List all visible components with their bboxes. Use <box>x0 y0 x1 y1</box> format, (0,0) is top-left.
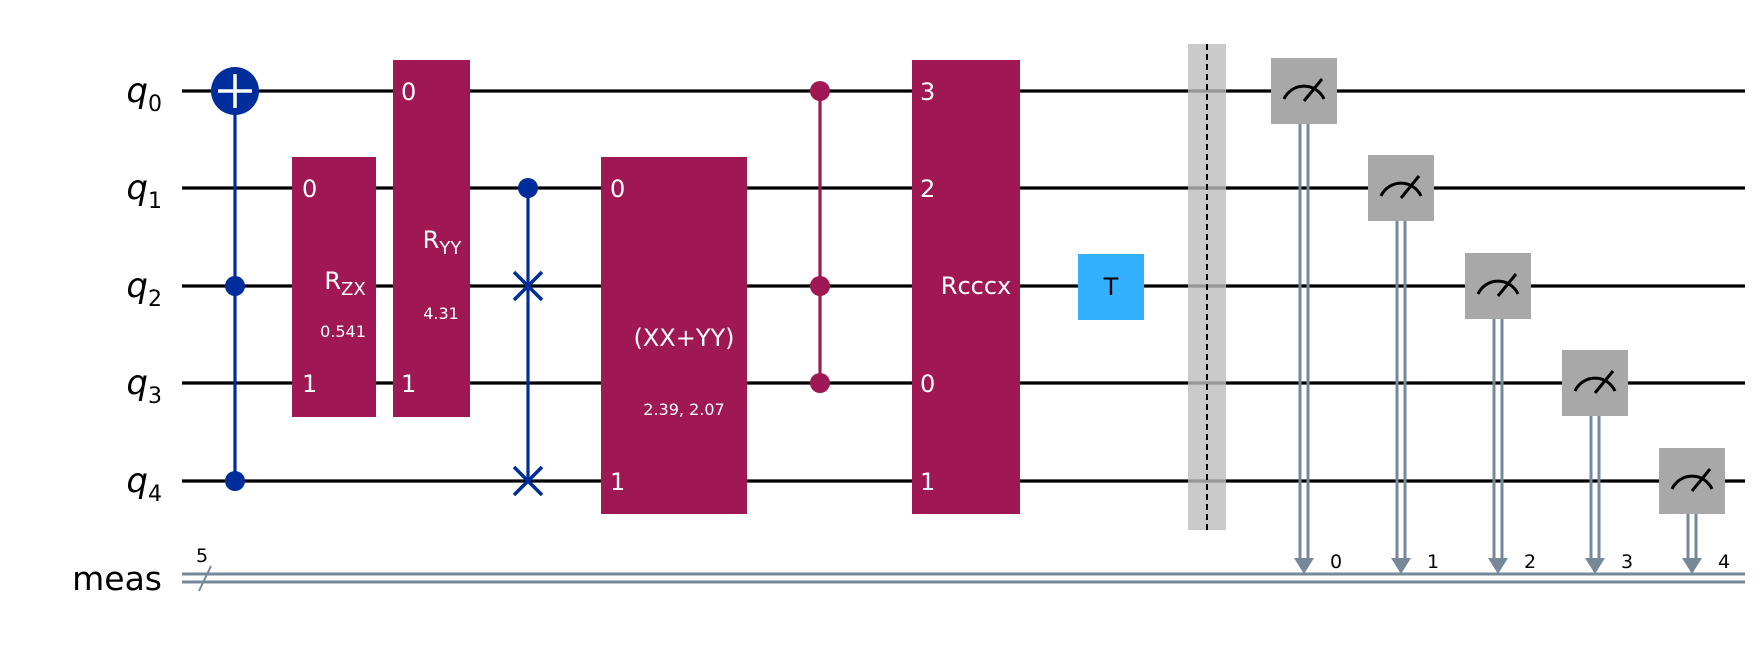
arrow-head <box>1391 558 1411 574</box>
classical-bit-label: 1 <box>1427 551 1439 573</box>
ccx-gate[interactable] <box>211 67 259 491</box>
swap-x-icon <box>512 465 544 497</box>
classical-bit-label: 0 <box>1330 551 1342 573</box>
measure-gate-0[interactable]: 0 <box>1271 58 1342 574</box>
register-size: 5 <box>196 545 208 567</box>
meter-icon <box>1379 175 1423 199</box>
xxplusyy-label: (XX+YY) <box>633 324 734 352</box>
cnot-target-icon <box>211 67 259 115</box>
classical-bit-label: 2 <box>1524 551 1536 573</box>
ryy-param: 4.31 <box>423 304 459 323</box>
xxplusyy-box <box>601 157 747 514</box>
xxplusyy-port-top: 0 <box>610 175 625 203</box>
swap-x-icon <box>512 270 544 302</box>
measure-gate-1[interactable]: 1 <box>1368 155 1439 574</box>
measurements: 0 1 2 3 4 <box>1271 58 1730 574</box>
rzx-box <box>292 157 376 417</box>
ryy-port-top: 0 <box>401 78 416 106</box>
ccx-control-q4 <box>225 471 245 491</box>
barrier <box>1188 44 1226 530</box>
rcccx-label: Rcccx <box>941 272 1011 300</box>
ccx-control-q2 <box>225 276 245 296</box>
arrow-head <box>1682 558 1702 574</box>
arrow-head <box>1488 558 1508 574</box>
t-box <box>1078 254 1144 320</box>
qubit-label-4: q4 <box>126 461 162 507</box>
qubit-label-0: q0 <box>126 71 162 117</box>
classical-bit-label: 4 <box>1718 551 1730 573</box>
meter-icon <box>1476 273 1520 297</box>
measure-box <box>1271 58 1337 124</box>
wire-labels: q0 q1 q2 q3 q4 meas <box>72 71 162 598</box>
rcccx-port-q3: 0 <box>920 370 935 398</box>
meter-icon <box>1670 468 1714 492</box>
rzx-port-top: 0 <box>302 175 317 203</box>
measure-box <box>1465 253 1531 319</box>
qubit-label-2: q2 <box>126 266 162 312</box>
arrow-head <box>1585 558 1605 574</box>
qubit-label-1: q1 <box>126 168 162 214</box>
measure-gate-3[interactable]: 3 <box>1562 350 1633 574</box>
rzx-port-bottom: 1 <box>302 370 317 398</box>
cswap-gate[interactable] <box>512 178 544 497</box>
ryy-box <box>393 60 470 417</box>
measure-gate-2[interactable]: 2 <box>1465 253 1536 574</box>
classical-register: 5 <box>182 545 1745 592</box>
rcccx-box <box>912 60 1020 514</box>
ccz-dot-q3 <box>810 373 830 393</box>
t-label: T <box>1103 273 1119 301</box>
qubit-label-3: q3 <box>126 363 162 409</box>
xxplusyy-param: 2.39, 2.07 <box>643 400 724 419</box>
rcccx-port-q0: 3 <box>920 78 935 106</box>
meter-icon <box>1573 370 1617 394</box>
rcccx-gate[interactable]: 3 2 0 1 Rcccx <box>912 60 1020 514</box>
classical-label: meas <box>72 559 162 598</box>
ryy-gate[interactable]: 0 1 RYY 4.31 <box>393 60 470 417</box>
register-slash <box>198 565 212 592</box>
t-gate[interactable]: T <box>1078 254 1144 320</box>
measure-box <box>1659 448 1725 514</box>
measure-box <box>1368 155 1434 221</box>
ryy-label: RYY <box>423 226 463 259</box>
ryy-port-bottom: 1 <box>401 370 416 398</box>
rzx-param: 0.541 <box>320 322 366 341</box>
ccz-gate[interactable] <box>810 81 830 393</box>
arrow-head <box>1294 558 1314 574</box>
measure-gate-4[interactable]: 4 <box>1659 448 1730 574</box>
rcccx-port-q1: 2 <box>920 175 935 203</box>
cswap-control-q1 <box>518 178 538 198</box>
rzx-label: RZX <box>324 267 365 300</box>
ccz-dot-q0 <box>810 81 830 101</box>
meter-icon <box>1282 78 1326 102</box>
xxplusyy-gate[interactable]: 0 1 (XX+YY) 2.39, 2.07 <box>601 157 747 514</box>
measure-box <box>1562 350 1628 416</box>
classical-bit-label: 3 <box>1621 551 1633 573</box>
rzx-gate[interactable]: 0 1 RZX 0.541 <box>292 157 376 417</box>
xxplusyy-port-bottom: 1 <box>610 468 625 496</box>
rcccx-port-q4: 1 <box>920 468 935 496</box>
ccz-dot-q2 <box>810 276 830 296</box>
